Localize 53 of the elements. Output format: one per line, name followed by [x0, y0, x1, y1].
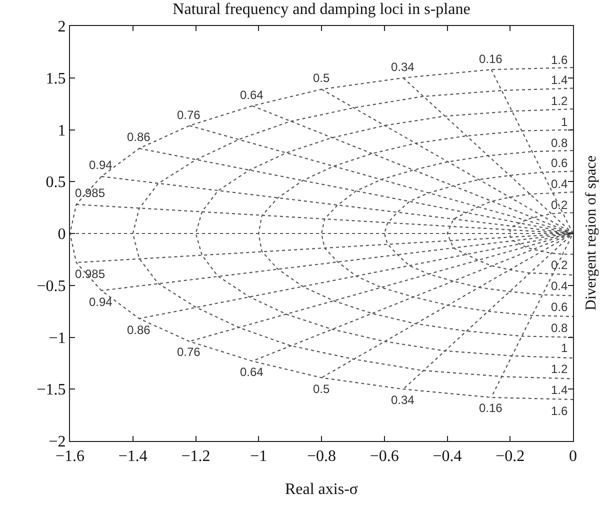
- annotation: 0.4: [551, 177, 568, 191]
- annotation: 0.76: [177, 345, 201, 359]
- annotation: 0.5: [313, 71, 330, 85]
- annotation: 1.2: [551, 362, 568, 376]
- annotation: 0.4: [551, 279, 568, 293]
- annotation: 1: [561, 341, 568, 355]
- x-axis-title: Real axis-σ: [284, 480, 358, 498]
- annotation: 0.86: [127, 323, 151, 337]
- y-tick-label: −2: [48, 434, 66, 451]
- annotation: 0.6: [551, 300, 568, 314]
- y-tick-label: 1.5: [46, 70, 66, 88]
- chart-title: Natural frequency and damping loci in s-plane: [172, 0, 470, 18]
- y-tick-label: 1: [58, 122, 66, 140]
- x-tick-label: −0.6: [370, 448, 399, 466]
- y-tick-label: −1.5: [36, 382, 66, 399]
- annotation: 0.2: [551, 198, 568, 212]
- annotation: 0.5: [313, 382, 330, 396]
- annotation: 0.64: [240, 88, 264, 102]
- annotation: 1.6: [551, 404, 568, 418]
- annotation: 0.34: [391, 60, 415, 74]
- y-tick-label: 2: [58, 18, 66, 36]
- annotation: 0.8: [551, 136, 568, 150]
- x-tick-label: −1.6: [55, 448, 85, 466]
- annotation: 1.2: [551, 94, 568, 108]
- y-tick-label: 0: [58, 226, 66, 244]
- annotation: 1.4: [551, 383, 568, 397]
- annotation: 0.64: [240, 365, 264, 379]
- x-tick-label: −0.8: [306, 448, 336, 466]
- x-tick-label: 0: [569, 448, 577, 466]
- x-tick-label: −1.2: [181, 448, 210, 466]
- annotation: 0.985: [75, 186, 106, 200]
- annotation: 0.76: [177, 108, 201, 122]
- annotation: 0.16: [479, 52, 503, 66]
- y-tick-label: −0.5: [36, 278, 66, 295]
- annotation: 0.94: [89, 158, 113, 172]
- y-tick-label: −1: [48, 330, 66, 347]
- annotation: 0.985: [75, 267, 106, 281]
- annotation: 0.8: [551, 321, 568, 335]
- y2-axis-title: Divergent region of space: [584, 155, 600, 310]
- x-tick-label: −0.4: [432, 448, 462, 466]
- y-tick-label: 0.5: [46, 174, 66, 192]
- annotation: 1: [561, 115, 568, 129]
- annotation: 1.4: [551, 73, 568, 87]
- annotation: 0.86: [127, 130, 151, 144]
- annotation: 1.6: [551, 53, 568, 67]
- annotation: 0.94: [89, 295, 113, 309]
- annotation: 0.16: [479, 401, 503, 415]
- x-tick-label: −0.2: [496, 448, 525, 466]
- annotation: 0.6: [551, 156, 568, 170]
- annotation: 0.2: [551, 258, 568, 272]
- x-tick-label: −1.4: [118, 448, 148, 466]
- annotation: 0.34: [391, 393, 415, 407]
- x-tick-label: −1: [250, 448, 268, 466]
